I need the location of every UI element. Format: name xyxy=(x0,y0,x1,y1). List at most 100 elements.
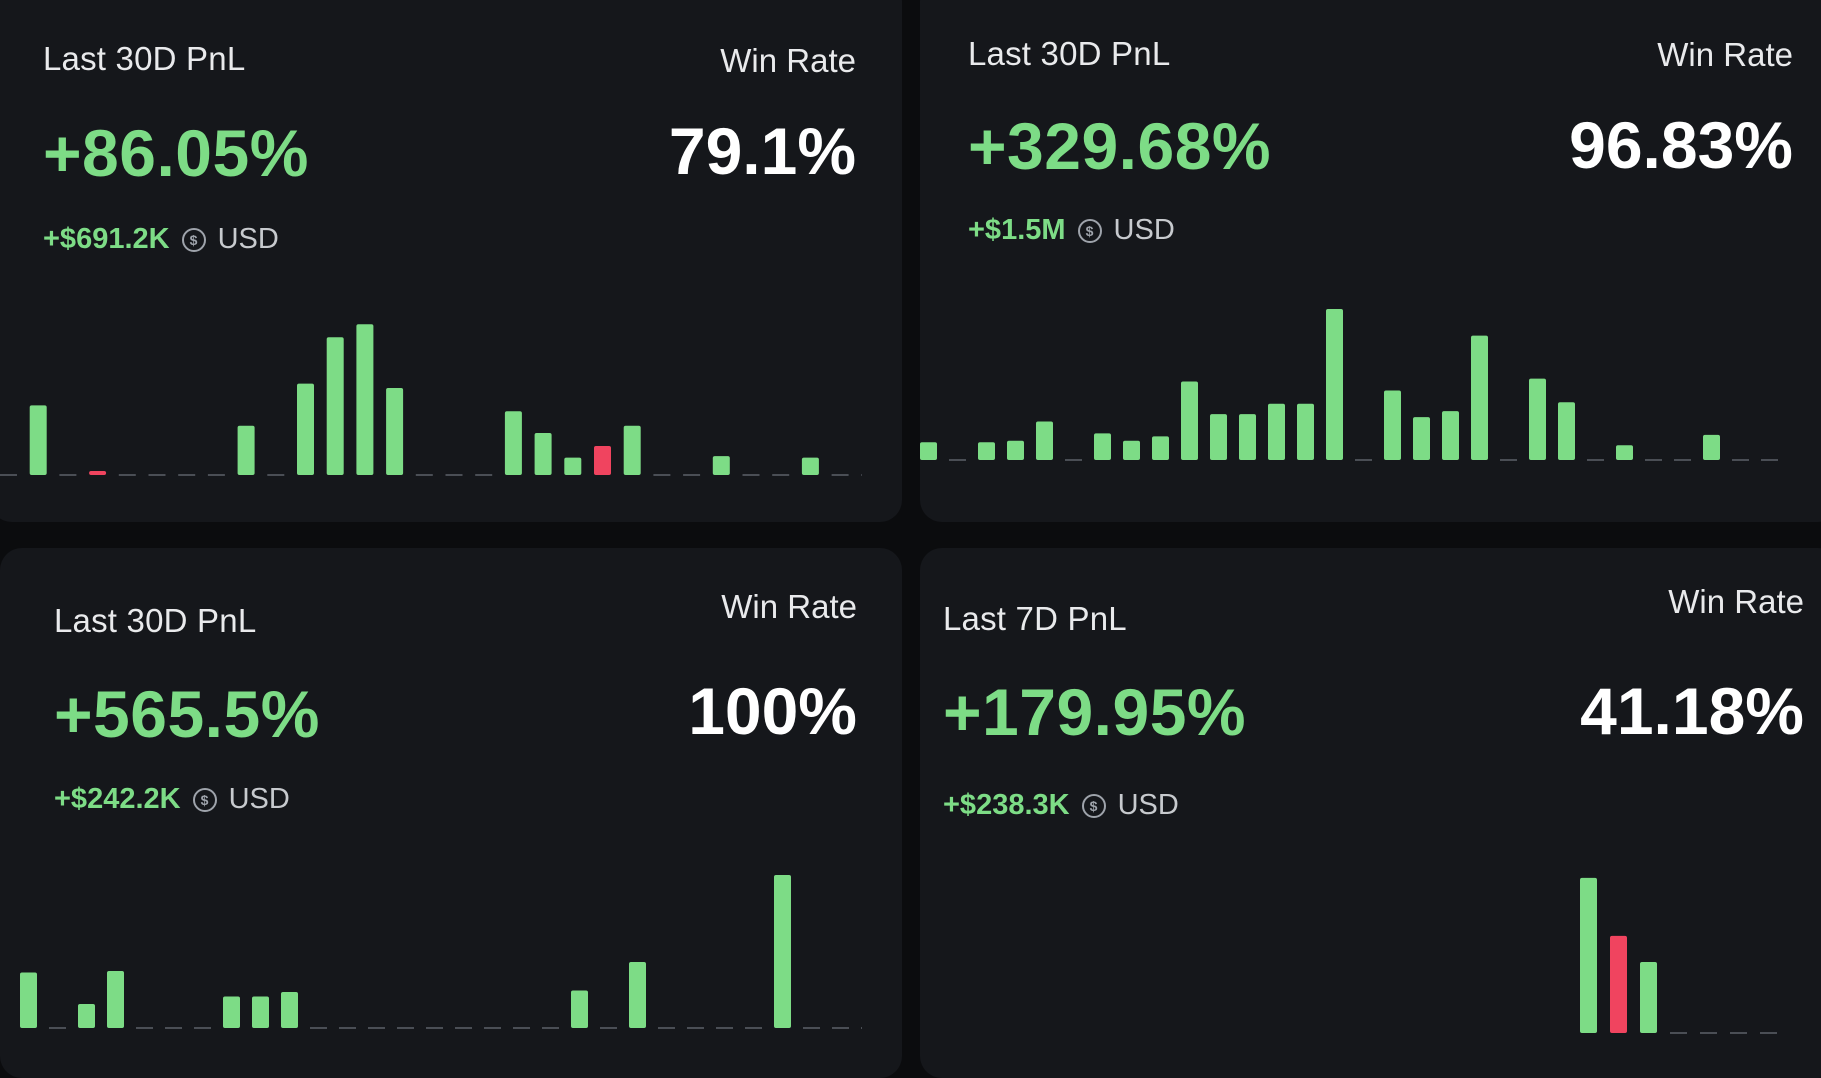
profit-bar[interactable] xyxy=(20,972,37,1029)
baseline-dash[interactable] xyxy=(772,474,790,476)
profit-bar[interactable] xyxy=(1152,436,1169,460)
profit-bar[interactable] xyxy=(1580,877,1597,1033)
currency-label[interactable]: USD xyxy=(1113,214,1175,246)
baseline-dash[interactable] xyxy=(716,1027,733,1029)
profit-bar[interactable] xyxy=(297,383,314,475)
baseline-dash[interactable] xyxy=(310,1027,327,1029)
profit-bar[interactable] xyxy=(629,962,646,1028)
baseline-dash[interactable] xyxy=(600,1027,617,1029)
profit-bar[interactable] xyxy=(1181,381,1198,460)
baseline-dash[interactable] xyxy=(59,474,77,476)
profit-bar[interactable] xyxy=(1413,417,1430,460)
baseline-dash[interactable] xyxy=(513,1027,530,1029)
profit-bar[interactable] xyxy=(504,411,522,475)
profit-bar[interactable] xyxy=(564,457,582,475)
currency-swap-icon[interactable]: $ xyxy=(181,227,206,252)
profit-bar[interactable] xyxy=(534,432,552,475)
profit-bar[interactable] xyxy=(571,990,588,1029)
currency-swap-icon[interactable]: $ xyxy=(192,787,217,812)
baseline-dash[interactable] xyxy=(1065,459,1082,461)
baseline-dash[interactable] xyxy=(455,1027,472,1029)
baseline-dash[interactable] xyxy=(949,459,966,461)
profit-bar[interactable] xyxy=(1123,440,1140,460)
profit-bar[interactable] xyxy=(1703,434,1720,460)
baseline-dash[interactable] xyxy=(368,1027,385,1029)
profit-bar[interactable] xyxy=(1036,421,1053,460)
baseline-dash[interactable] xyxy=(1587,459,1604,461)
profit-bar[interactable] xyxy=(623,425,641,475)
baseline-dash[interactable] xyxy=(831,474,849,476)
baseline-dash[interactable] xyxy=(415,474,433,476)
profit-bar[interactable] xyxy=(386,388,404,475)
profit-bar[interactable] xyxy=(1007,440,1024,460)
currency-label[interactable]: USD xyxy=(217,223,279,255)
baseline-dash[interactable] xyxy=(484,1027,501,1029)
loss-bar[interactable] xyxy=(89,471,107,475)
profit-bar[interactable] xyxy=(252,996,269,1029)
baseline-dash[interactable] xyxy=(49,1027,66,1029)
profit-bar[interactable] xyxy=(223,996,240,1029)
baseline-dash[interactable] xyxy=(1500,459,1517,461)
profit-bar[interactable] xyxy=(1239,414,1256,460)
baseline-dash[interactable] xyxy=(1700,1032,1717,1034)
currency-label[interactable]: USD xyxy=(1117,789,1179,821)
baseline-dash[interactable] xyxy=(832,1027,849,1029)
baseline-dash[interactable] xyxy=(683,474,701,476)
baseline-dash[interactable] xyxy=(194,1027,211,1029)
baseline-dash[interactable] xyxy=(1670,1032,1687,1034)
loss-bar[interactable] xyxy=(1610,935,1627,1033)
baseline-dash[interactable] xyxy=(148,474,166,476)
profit-bar[interactable] xyxy=(237,425,255,475)
baseline-dash[interactable] xyxy=(861,474,862,476)
profit-bar[interactable] xyxy=(712,456,730,475)
baseline-dash[interactable] xyxy=(267,474,285,476)
profit-bar[interactable] xyxy=(29,405,47,475)
profit-bar[interactable] xyxy=(1268,403,1285,460)
loss-bar[interactable] xyxy=(594,446,611,475)
baseline-dash[interactable] xyxy=(742,474,760,476)
baseline-dash[interactable] xyxy=(861,1027,862,1029)
baseline-dash[interactable] xyxy=(136,1027,153,1029)
profit-bar[interactable] xyxy=(1529,378,1546,460)
baseline-dash[interactable] xyxy=(745,1027,762,1029)
baseline-dash[interactable] xyxy=(653,474,671,476)
profit-bar[interactable] xyxy=(1616,445,1633,460)
baseline-dash[interactable] xyxy=(118,474,136,476)
profit-bar[interactable] xyxy=(774,875,791,1028)
baseline-dash[interactable] xyxy=(339,1027,356,1029)
baseline-dash[interactable] xyxy=(0,474,17,476)
profit-bar[interactable] xyxy=(978,442,995,460)
baseline-dash[interactable] xyxy=(178,474,196,476)
baseline-dash[interactable] xyxy=(1355,459,1372,461)
profit-bar[interactable] xyxy=(1326,309,1343,460)
profit-bar[interactable] xyxy=(1297,403,1314,460)
profit-bar[interactable] xyxy=(801,457,819,475)
profit-bar[interactable] xyxy=(1558,402,1575,460)
profit-bar[interactable] xyxy=(1094,433,1111,460)
profit-bar[interactable] xyxy=(1640,961,1657,1033)
baseline-dash[interactable] xyxy=(426,1027,443,1029)
baseline-dash[interactable] xyxy=(207,474,225,476)
baseline-dash[interactable] xyxy=(475,474,493,476)
currency-label[interactable]: USD xyxy=(228,783,290,815)
baseline-dash[interactable] xyxy=(542,1027,559,1029)
profit-bar[interactable] xyxy=(78,1004,95,1028)
baseline-dash[interactable] xyxy=(1730,1032,1747,1034)
baseline-dash[interactable] xyxy=(658,1027,675,1029)
profit-bar[interactable] xyxy=(920,442,937,460)
baseline-dash[interactable] xyxy=(445,474,463,476)
currency-swap-icon[interactable]: $ xyxy=(1081,793,1106,818)
baseline-dash[interactable] xyxy=(165,1027,182,1029)
baseline-dash[interactable] xyxy=(397,1027,414,1029)
profit-bar[interactable] xyxy=(1471,335,1488,460)
baseline-dash[interactable] xyxy=(1674,459,1691,461)
baseline-dash[interactable] xyxy=(687,1027,704,1029)
profit-bar[interactable] xyxy=(281,992,298,1028)
profit-bar[interactable] xyxy=(1384,390,1401,460)
baseline-dash[interactable] xyxy=(1645,459,1662,461)
profit-bar[interactable] xyxy=(356,324,374,475)
profit-bar[interactable] xyxy=(1210,414,1227,460)
baseline-dash[interactable] xyxy=(1732,459,1749,461)
profit-bar[interactable] xyxy=(326,337,344,475)
baseline-dash[interactable] xyxy=(1760,1032,1777,1034)
